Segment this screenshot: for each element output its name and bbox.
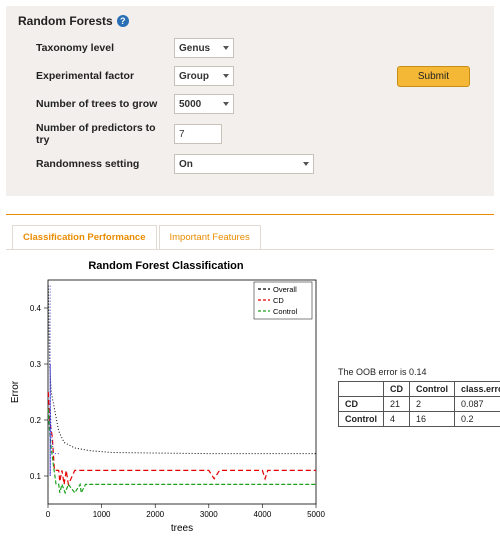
divider	[6, 214, 494, 215]
oob-cell: 16	[410, 412, 455, 427]
oob-cell: 0.087	[455, 397, 500, 412]
oob-cell: 21	[384, 397, 410, 412]
chevron-down-icon	[223, 102, 229, 106]
label-rand: Randomness setting	[36, 158, 166, 170]
help-icon[interactable]: ?	[117, 15, 129, 27]
submit-button[interactable]: Submit	[397, 66, 470, 87]
panel-title-text: Random Forests	[18, 14, 113, 28]
svg-text:0: 0	[46, 510, 51, 519]
plot-title: Random Forest Classification	[6, 260, 326, 272]
oob-th: Control	[410, 382, 455, 397]
svg-text:0.2: 0.2	[30, 416, 42, 425]
oob-cell: Control	[339, 412, 384, 427]
oob-th: CD	[384, 382, 410, 397]
rf-plot: Random Forest Classification 0 1000 2000 30…	[6, 260, 326, 534]
oob-cell: CD	[339, 397, 384, 412]
svg-text:4000: 4000	[254, 510, 272, 519]
oob-block: The OOB error is 0.14 CDControlclass.err…	[338, 367, 500, 427]
chevron-down-icon	[223, 46, 229, 50]
select-ntrees[interactable]: 5000	[174, 94, 234, 114]
oob-cell: 4	[384, 412, 410, 427]
input-npred[interactable]	[174, 124, 222, 144]
row-taxonomy: Taxonomy level Genus	[36, 38, 482, 58]
oob-table: CDControlclass.errorCD2120.087Control416…	[338, 381, 500, 427]
oob-cell: 2	[410, 397, 455, 412]
select-ntrees-value: 5000	[179, 99, 201, 110]
svg-text:0.3: 0.3	[30, 360, 42, 369]
select-taxonomy-value: Genus	[179, 43, 210, 54]
table-row: CD2120.087	[339, 397, 500, 412]
svg-text:3000: 3000	[200, 510, 218, 519]
oob-th	[339, 382, 384, 397]
svg-text:0.4: 0.4	[30, 304, 42, 313]
label-ntrees: Number of trees to grow	[36, 98, 166, 110]
oob-title: The OOB error is 0.14	[338, 367, 500, 377]
select-taxonomy[interactable]: Genus	[174, 38, 234, 58]
svg-text:1000: 1000	[93, 510, 111, 519]
select-factor[interactable]: Group	[174, 66, 234, 86]
row-npred: Number of predictors to try	[36, 122, 482, 146]
plot-svg: 0 1000 2000 3000 4000 5000 trees 0.1 0.2 0.3 0.4 Er…	[6, 274, 326, 534]
config-panel: Random Forests ? Taxonomy level Genus Ex…	[6, 6, 494, 196]
tab-classification-performance[interactable]: Classification Performance	[12, 225, 157, 249]
svg-text:CD: CD	[273, 296, 284, 305]
chevron-down-icon	[303, 162, 309, 166]
row-ntrees: Number of trees to grow 5000	[36, 94, 482, 114]
svg-text:5000: 5000	[307, 510, 325, 519]
svg-text:0.1: 0.1	[30, 472, 42, 481]
tab-panel: Random Forest Classification 0 1000 2000 30…	[6, 249, 494, 544]
panel-title: Random Forests ?	[18, 14, 482, 28]
tab-important-features[interactable]: Important Features	[159, 225, 261, 249]
row-rand: Randomness setting On	[36, 154, 482, 174]
select-rand[interactable]: On	[174, 154, 314, 174]
oob-th: class.error	[455, 382, 500, 397]
oob-cell: 0.2	[455, 412, 500, 427]
svg-text:Error: Error	[10, 380, 21, 403]
select-factor-value: Group	[179, 71, 209, 82]
table-row: Control4160.2	[339, 412, 500, 427]
chevron-down-icon	[223, 74, 229, 78]
form-rows: Taxonomy level Genus Experimental factor…	[18, 38, 482, 174]
label-npred: Number of predictors to try	[36, 122, 166, 146]
label-factor: Experimental factor	[36, 70, 166, 82]
label-taxonomy: Taxonomy level	[36, 42, 166, 54]
tabs: Classification Performance Important Fea…	[6, 225, 494, 249]
select-rand-value: On	[179, 159, 193, 170]
svg-text:2000: 2000	[146, 510, 164, 519]
svg-text:Control: Control	[273, 307, 298, 316]
svg-text:Overall: Overall	[273, 285, 297, 294]
svg-text:trees: trees	[171, 523, 193, 534]
